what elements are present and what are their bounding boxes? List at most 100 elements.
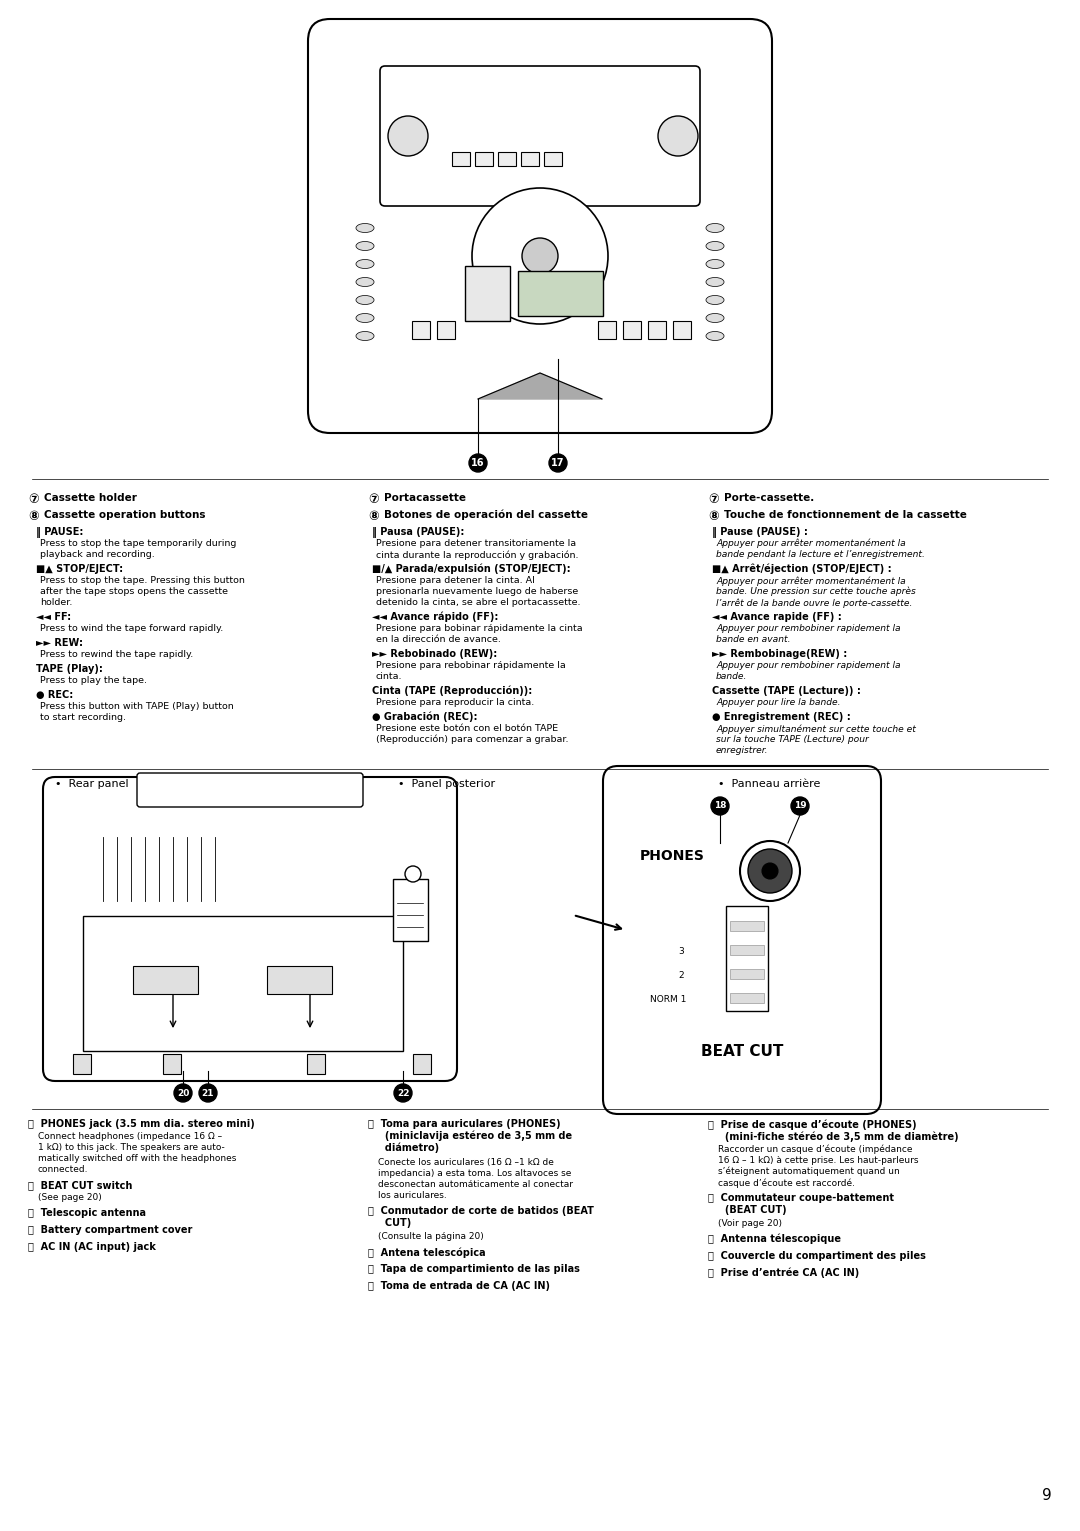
Text: ⑲  Toma para auriculares (PHONES)
     (miniclavija estéreo de 3,5 mm de
     di: ⑲ Toma para auriculares (PHONES) (minicl…	[368, 1119, 572, 1153]
Text: enregistrer.: enregistrer.	[716, 746, 769, 755]
Text: Press to stop the tape temporarily during: Press to stop the tape temporarily durin…	[40, 539, 237, 548]
Text: 9: 9	[1042, 1488, 1052, 1503]
Text: Appuyer pour arrêter momentanément la: Appuyer pour arrêter momentanément la	[716, 576, 906, 585]
FancyBboxPatch shape	[43, 778, 457, 1081]
Bar	[133, 966, 198, 994]
Bar	[453, 152, 470, 165]
Text: to start recording.: to start recording.	[40, 713, 126, 723]
Circle shape	[549, 455, 567, 472]
Text: ⑲  PHONES jack (3.5 mm dia. stereo mini): ⑲ PHONES jack (3.5 mm dia. stereo mini)	[28, 1119, 255, 1128]
Circle shape	[658, 116, 698, 156]
Ellipse shape	[356, 242, 374, 251]
Text: Connect headphones (impedance 16 Ω –: Connect headphones (impedance 16 Ω –	[38, 1131, 222, 1141]
Text: Portacassette: Portacassette	[384, 493, 465, 504]
Text: ⑳  BEAT CUT switch: ⑳ BEAT CUT switch	[28, 1180, 133, 1190]
Text: Botones de operación del cassette: Botones de operación del cassette	[384, 510, 588, 521]
Text: ►► Rembobinage(REW) :: ►► Rembobinage(REW) :	[712, 649, 847, 658]
Circle shape	[748, 850, 792, 893]
Text: sur la touche TAPE (Lecture) pour: sur la touche TAPE (Lecture) pour	[716, 735, 868, 744]
Text: Cassette holder: Cassette holder	[44, 493, 137, 504]
Text: Presione este botón con el botón TAPE: Presione este botón con el botón TAPE	[376, 724, 558, 733]
Ellipse shape	[706, 224, 724, 233]
Text: 17: 17	[551, 458, 565, 468]
Text: Press to play the tape.: Press to play the tape.	[40, 677, 147, 684]
Ellipse shape	[356, 259, 374, 268]
Ellipse shape	[706, 259, 724, 268]
Text: l’arrêt de la bande ouvre le porte-cassette.: l’arrêt de la bande ouvre le porte-casse…	[716, 599, 913, 608]
Ellipse shape	[356, 314, 374, 323]
Bar	[413, 1053, 431, 1075]
Text: 18: 18	[714, 802, 726, 810]
Bar	[411, 322, 430, 338]
Circle shape	[405, 867, 421, 882]
Text: Presione para bobinar rápidamente la cinta: Presione para bobinar rápidamente la cin…	[376, 625, 582, 632]
Text: ■/▲ Parada/expulsión (STOP/EJECT):: ■/▲ Parada/expulsión (STOP/EJECT):	[372, 563, 570, 574]
Ellipse shape	[706, 314, 724, 323]
Text: bande. Une pression sur cette touche après: bande. Une pression sur cette touche apr…	[716, 586, 916, 597]
Bar	[73, 1053, 91, 1075]
Text: los auriculares.: los auriculares.	[378, 1191, 447, 1200]
Text: matically switched off with the headphones: matically switched off with the headphon…	[38, 1154, 237, 1164]
Bar	[267, 966, 332, 994]
Text: (Reproducción) para comenzar a grabar.: (Reproducción) para comenzar a grabar.	[376, 735, 568, 744]
Text: (See page 20): (See page 20)	[38, 1193, 102, 1202]
Bar	[163, 1053, 181, 1075]
Text: 19: 19	[794, 802, 807, 810]
FancyBboxPatch shape	[137, 773, 363, 807]
Text: connected.: connected.	[38, 1165, 89, 1174]
Bar	[673, 322, 691, 338]
Bar	[648, 322, 666, 338]
Text: 21: 21	[202, 1089, 214, 1098]
Text: Appuyer pour rembobiner rapidement la: Appuyer pour rembobiner rapidement la	[716, 625, 901, 632]
FancyBboxPatch shape	[603, 766, 881, 1115]
Circle shape	[711, 798, 729, 814]
Bar	[475, 152, 492, 165]
Text: ● REC:: ● REC:	[36, 690, 73, 700]
Bar	[465, 266, 510, 322]
Text: 20: 20	[177, 1089, 189, 1098]
Text: ⑦: ⑦	[368, 493, 379, 507]
Text: ‖ Pause (PAUSE) :: ‖ Pause (PAUSE) :	[712, 527, 808, 537]
Bar	[521, 152, 539, 165]
Text: ⑦: ⑦	[708, 493, 718, 507]
Ellipse shape	[356, 277, 374, 286]
Text: cinta durante la reproducción y grabación.: cinta durante la reproducción y grabació…	[376, 550, 579, 559]
Circle shape	[791, 798, 809, 814]
Circle shape	[174, 1084, 192, 1102]
Text: PHONES: PHONES	[640, 850, 705, 863]
Text: ⑶  AC IN (AC input) jack: ⑶ AC IN (AC input) jack	[28, 1242, 156, 1252]
Text: ◄◄ Avance rápido (FF):: ◄◄ Avance rápido (FF):	[372, 612, 498, 623]
Bar	[730, 922, 764, 931]
Text: 3: 3	[678, 946, 684, 955]
Bar	[623, 322, 642, 338]
Text: Press this button with TAPE (Play) button: Press this button with TAPE (Play) butto…	[40, 703, 233, 710]
Ellipse shape	[356, 295, 374, 305]
Text: ⑦: ⑦	[28, 493, 39, 507]
Text: ⑳  Conmutador de corte de batidos (BEAT
     CUT): ⑳ Conmutador de corte de batidos (BEAT C…	[368, 1206, 594, 1228]
Text: •  Panel posterior: • Panel posterior	[399, 779, 495, 788]
Text: holder.: holder.	[40, 599, 72, 606]
Text: ‖ Pausa (PAUSE):: ‖ Pausa (PAUSE):	[372, 527, 464, 537]
Text: Press to rewind the tape rapidly.: Press to rewind the tape rapidly.	[40, 651, 193, 658]
Ellipse shape	[356, 332, 374, 340]
Text: en la dirección de avance.: en la dirección de avance.	[376, 635, 501, 645]
Text: Appuyer pour rembobiner rapidement la: Appuyer pour rembobiner rapidement la	[716, 661, 901, 671]
Text: ■▲ Arrêt/éjection (STOP/EJECT) :: ■▲ Arrêt/éjection (STOP/EJECT) :	[712, 563, 892, 574]
Text: s’éteignent automatiquement quand un: s’éteignent automatiquement quand un	[718, 1167, 900, 1176]
Text: ⑶  Toma de entrada de CA (AC IN): ⑶ Toma de entrada de CA (AC IN)	[368, 1281, 550, 1291]
Ellipse shape	[706, 277, 724, 286]
Text: ‖ PAUSE:: ‖ PAUSE:	[36, 527, 83, 537]
Text: playback and recording.: playback and recording.	[40, 550, 154, 559]
Text: ⑶  Prise d’entrée CA (AC IN): ⑶ Prise d’entrée CA (AC IN)	[708, 1268, 860, 1278]
Text: ⑧: ⑧	[28, 510, 39, 524]
Text: ⑵  Battery compartment cover: ⑵ Battery compartment cover	[28, 1225, 192, 1236]
Bar	[730, 969, 764, 978]
Text: ■▲ STOP/EJECT:: ■▲ STOP/EJECT:	[36, 563, 123, 574]
Ellipse shape	[706, 332, 724, 340]
Text: ⑴  Antena telescópica: ⑴ Antena telescópica	[368, 1248, 486, 1257]
Text: 16 Ω – 1 kΩ) à cette prise. Les haut-parleurs: 16 Ω – 1 kΩ) à cette prise. Les haut-par…	[718, 1156, 918, 1165]
Text: Presione para reproducir la cinta.: Presione para reproducir la cinta.	[376, 698, 535, 707]
Text: ►► REW:: ►► REW:	[36, 638, 83, 648]
Text: ⑴  Antenna télescopique: ⑴ Antenna télescopique	[708, 1234, 841, 1245]
Text: 2: 2	[678, 971, 684, 980]
